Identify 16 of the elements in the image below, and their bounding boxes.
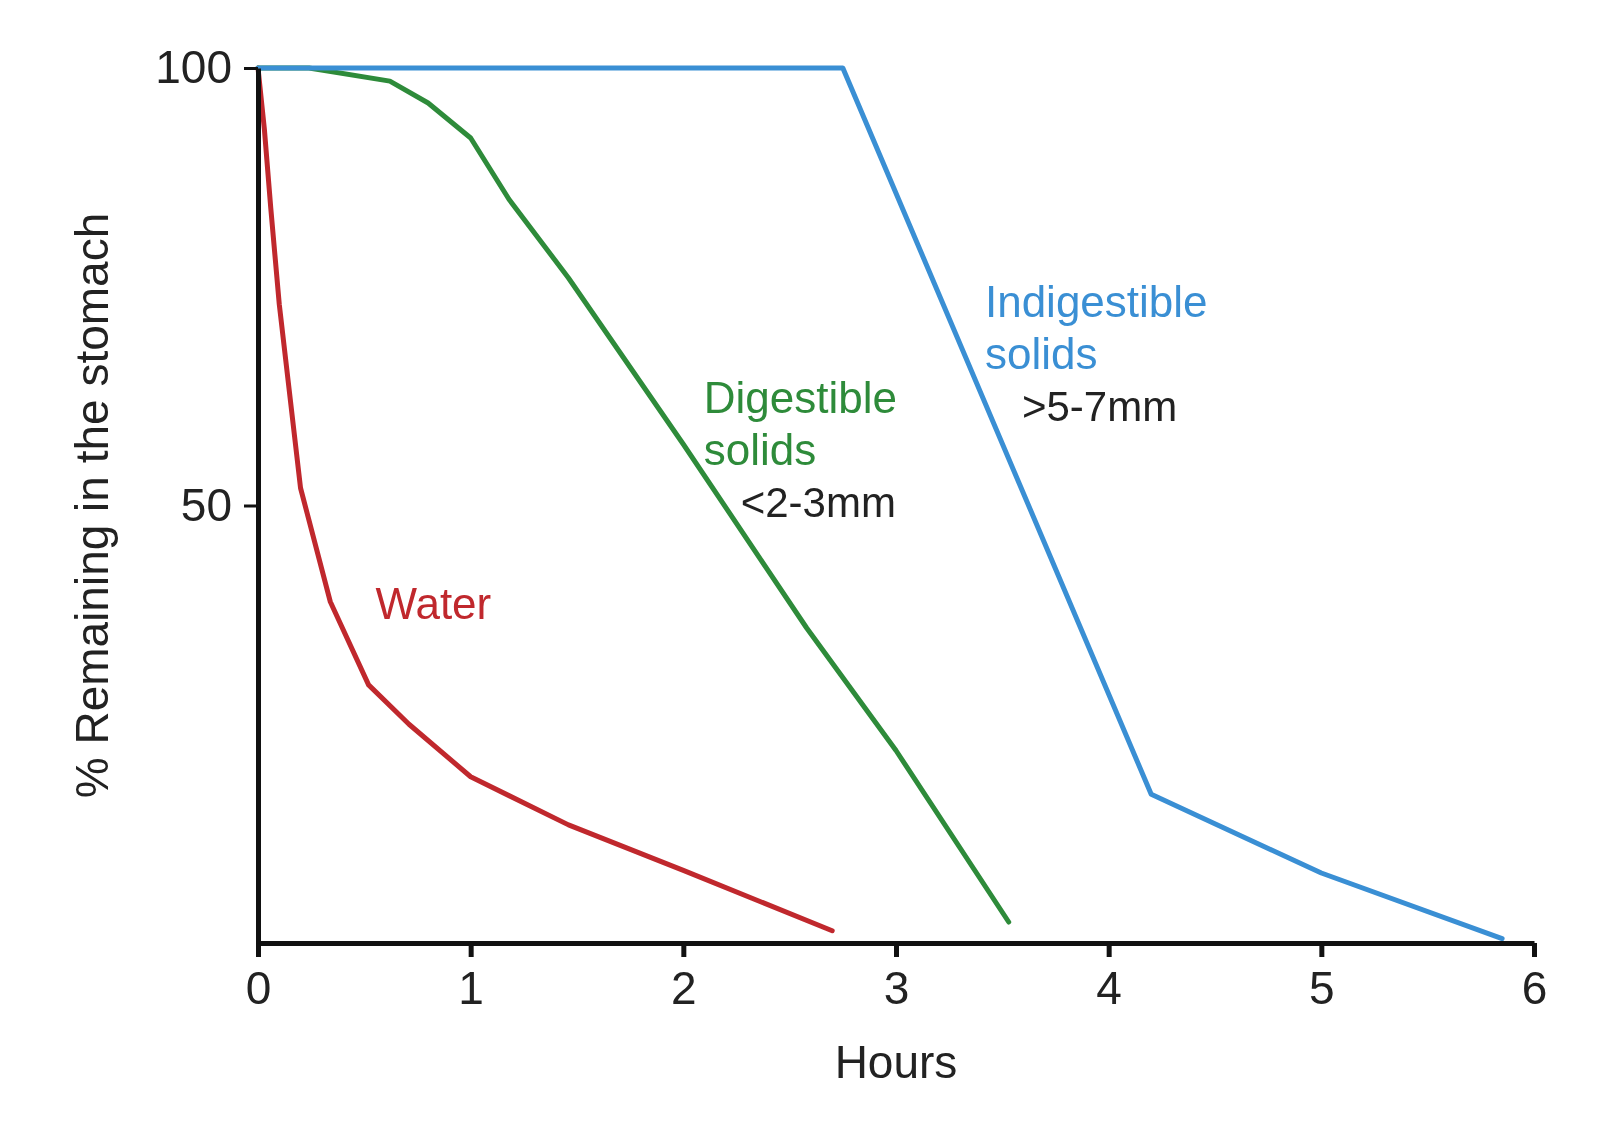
y-tick-label: 50 (180, 478, 232, 531)
x-tick-label: 6 (1521, 961, 1548, 1014)
annotation: <2-3mm (740, 479, 896, 527)
y-axis-title: % Remaining in the stomach (66, 212, 118, 799)
series-label: Indigestible solids (984, 276, 1208, 378)
annotation: >5-7mm (1021, 382, 1178, 430)
x-tick-label: 4 (1096, 961, 1122, 1014)
x-tick-label: 0 (245, 961, 272, 1014)
x-tick-label: 1 (458, 961, 484, 1014)
x-axis-title: Hours (834, 1036, 958, 1088)
y-tick-label: 100 (155, 41, 232, 94)
x-tick-label: 5 (1309, 961, 1335, 1014)
x-tick-label: 3 (883, 961, 910, 1014)
series-label: Digestible solids (703, 373, 897, 475)
series-label: Water (375, 579, 492, 629)
x-tick-label: 2 (671, 961, 697, 1014)
